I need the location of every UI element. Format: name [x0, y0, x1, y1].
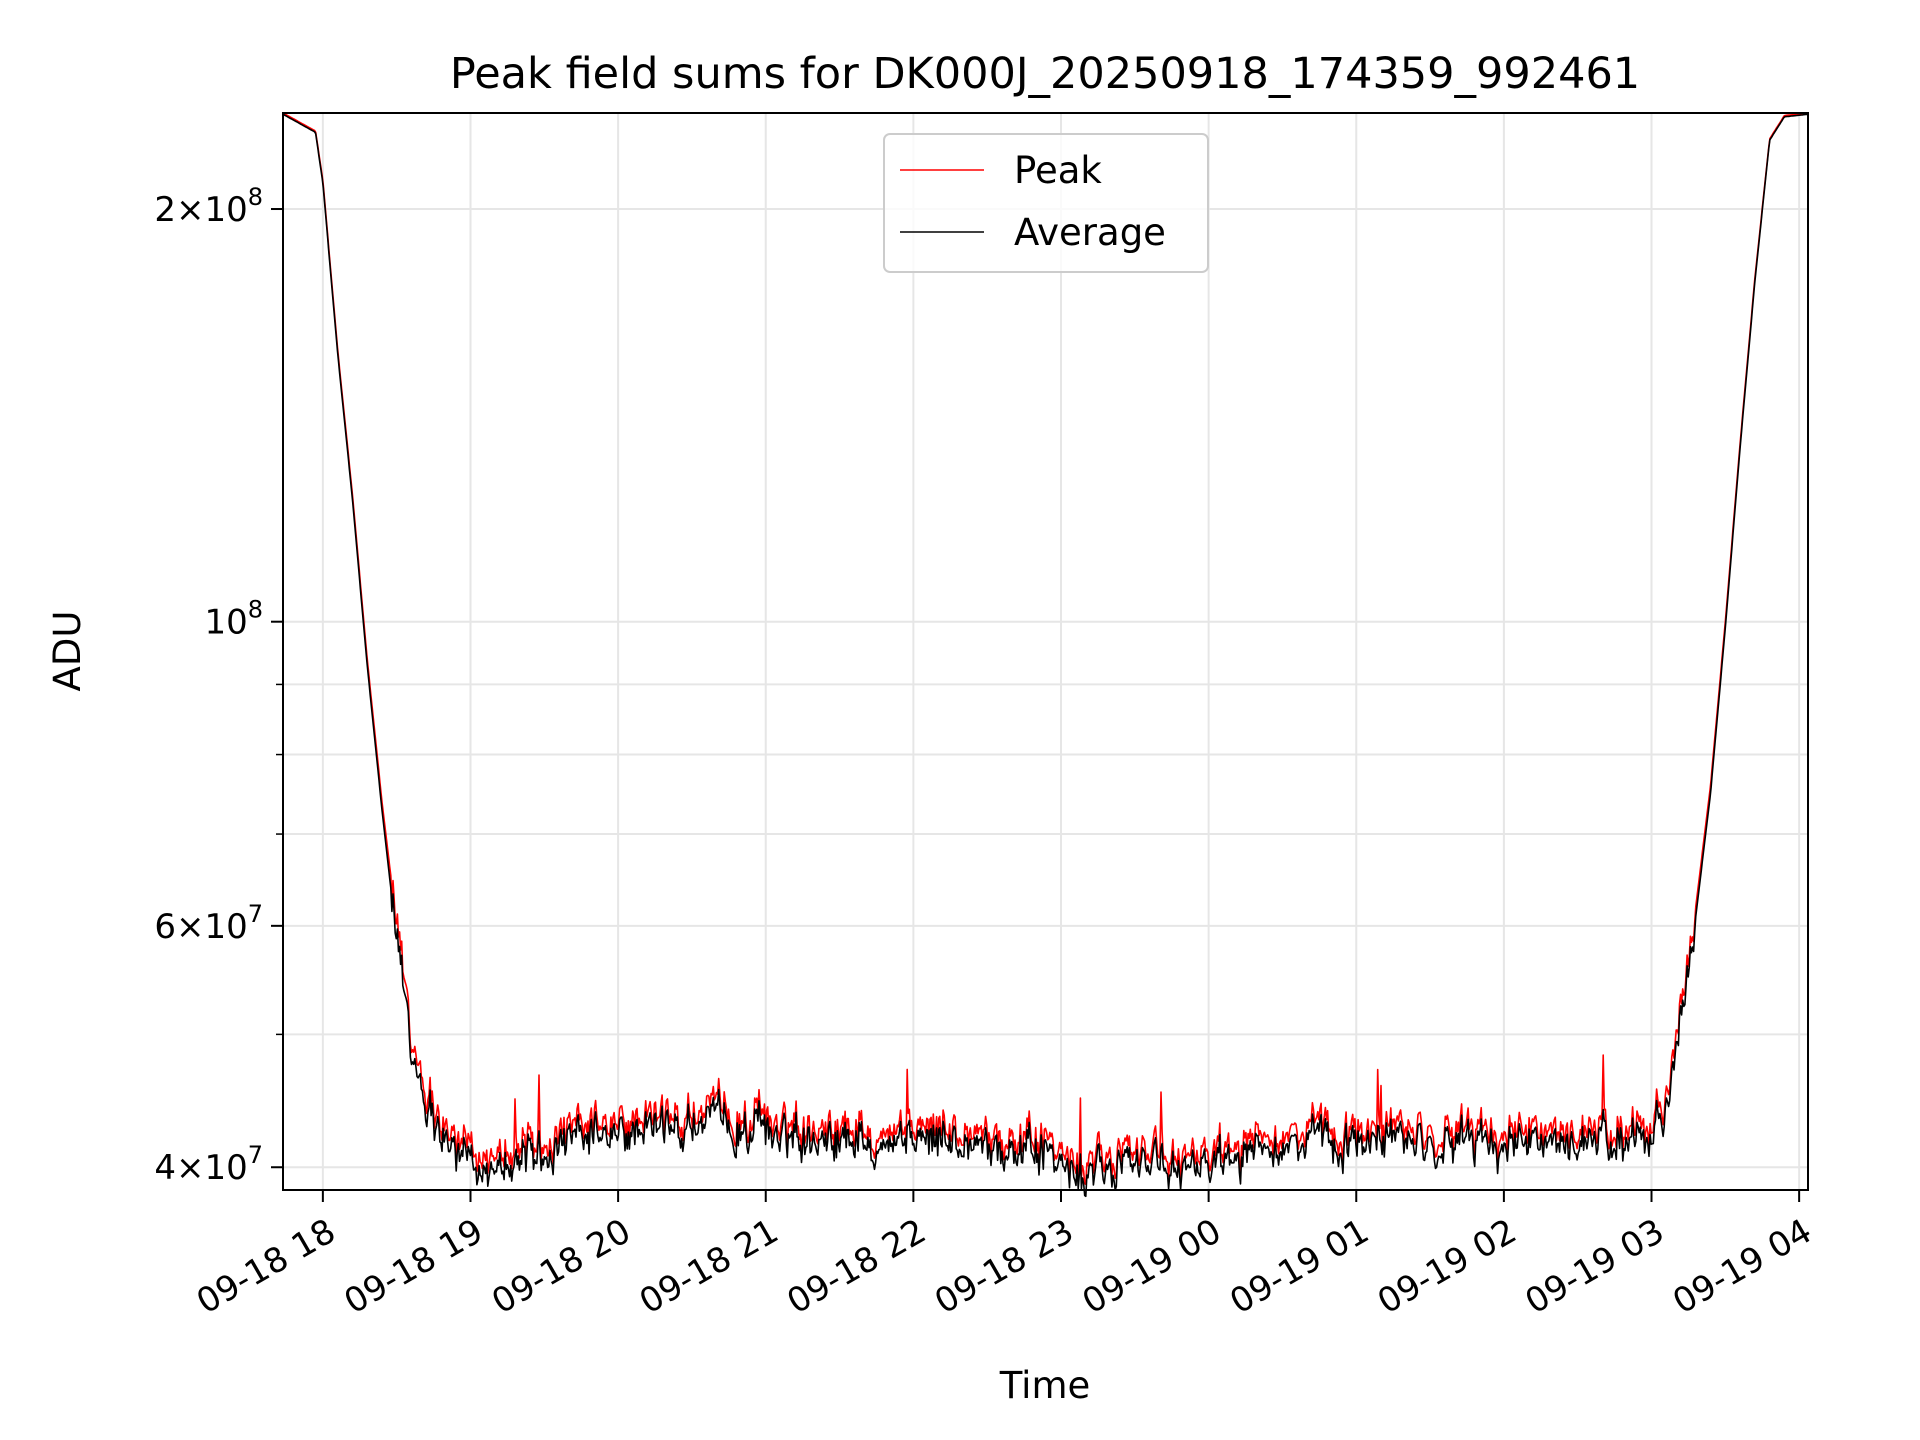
legend-label-average: Average — [1014, 211, 1166, 254]
chart-title: Peak field sums for DK000J_20250918_1743… — [450, 49, 1640, 99]
grid — [283, 113, 1808, 1190]
series-layer — [282, 112, 1809, 1198]
legend: Peak Average — [883, 133, 1209, 273]
y-tick-label: 4×107 — [154, 1141, 263, 1188]
y-axis: 4×107 6×107 108 2×108 — [154, 183, 283, 1188]
x-axis-label: Time — [999, 1364, 1091, 1407]
series-line-average — [282, 113, 1809, 1198]
plot-frame — [282, 112, 1809, 1191]
legend-label-peak: Peak — [1014, 149, 1102, 192]
y-tick-label: 6×107 — [154, 900, 263, 947]
y-axis-label: ADU — [46, 611, 89, 692]
y-tick-label: 108 — [204, 596, 263, 643]
y-tick-label: 2×108 — [154, 183, 263, 230]
legend-box — [883, 133, 1209, 273]
